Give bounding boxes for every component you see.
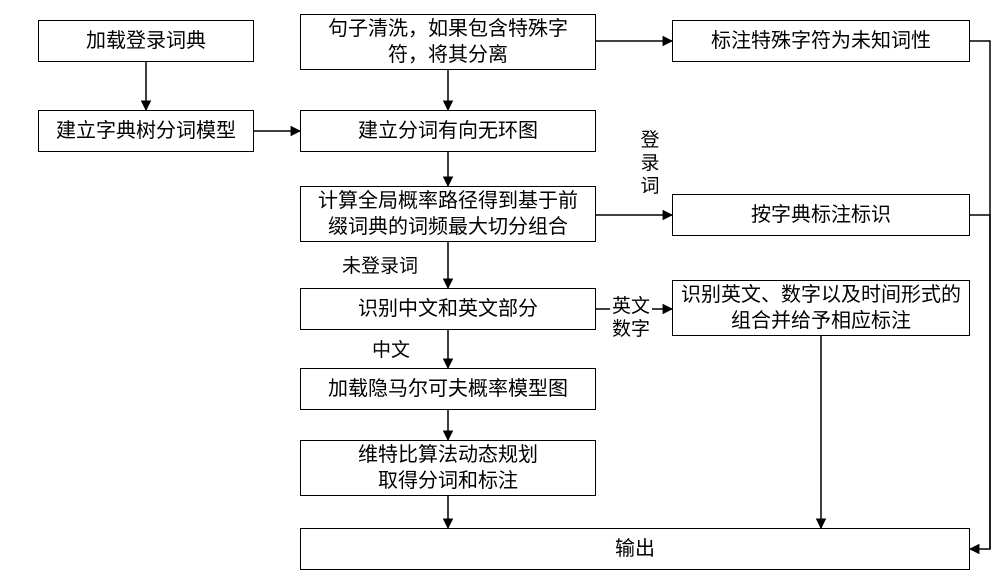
edge-n11-n9 [970,215,990,549]
node-n4: 建立分词有向无环图 [300,110,596,152]
edge-label-l3: 英文数字 [610,296,652,342]
flowchart-canvas: 加载登录词典建立字典树分词模型 句子清洗，如果包含特殊字符，将其分离建立分词有向无… [0,0,1000,583]
node-n8: 维特比算法动态规划 取得分词和标注 [300,440,596,496]
node-n3: 句子清洗，如果包含特殊字符，将其分离 [300,14,596,70]
node-n7: 加载隐马尔可夫概率模型图 [300,368,596,410]
node-n1: 加载登录词典 [38,20,254,62]
edge-label-l2: 未登录词 [340,256,420,279]
edge-label-l1: 登录词 [630,130,670,198]
node-n9: 输出 [300,528,970,570]
node-n6: 识别中文和英文部分 [300,288,596,330]
edge-n10-n9 [970,41,990,549]
node-n10: 标注特殊字符为未知词性 [672,20,970,62]
node-n12: 识别英文、数字以及时间形式的组合并给予相应标注 [672,280,970,336]
edge-label-l4: 中文 [370,340,412,363]
node-n5: 计算全局概率路径得到基于前缀词典的词频最大切分组合 [300,186,596,242]
node-n2: 建立字典树分词模型 [38,110,254,152]
node-n11: 按字典标注标识 [672,194,970,236]
